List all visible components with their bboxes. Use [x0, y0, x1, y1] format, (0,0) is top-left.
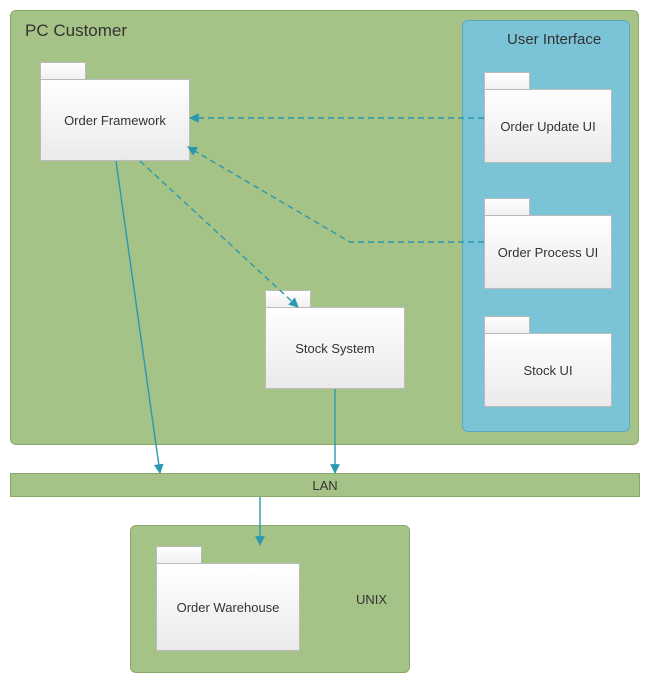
package-tab-icon	[40, 62, 86, 80]
package-tab-icon	[484, 316, 530, 334]
package-label: Order Process UI	[484, 215, 612, 289]
package-tab-icon	[156, 546, 202, 564]
package-label: Order Framework	[40, 79, 190, 161]
lan-label: LAN	[312, 478, 337, 493]
package-label: Stock System	[265, 307, 405, 389]
pc-customer-title: PC Customer	[25, 21, 127, 41]
unix-label: UNIX	[356, 592, 387, 607]
package-tab-icon	[265, 290, 311, 308]
user-interface-title: User Interface	[507, 31, 601, 48]
package-tab-icon	[484, 198, 530, 216]
package-tab-icon	[484, 72, 530, 90]
lan-bar: LAN	[10, 473, 640, 497]
package-label: Order Warehouse	[156, 563, 300, 651]
package-label: Stock UI	[484, 333, 612, 407]
package-label: Order Update UI	[484, 89, 612, 163]
